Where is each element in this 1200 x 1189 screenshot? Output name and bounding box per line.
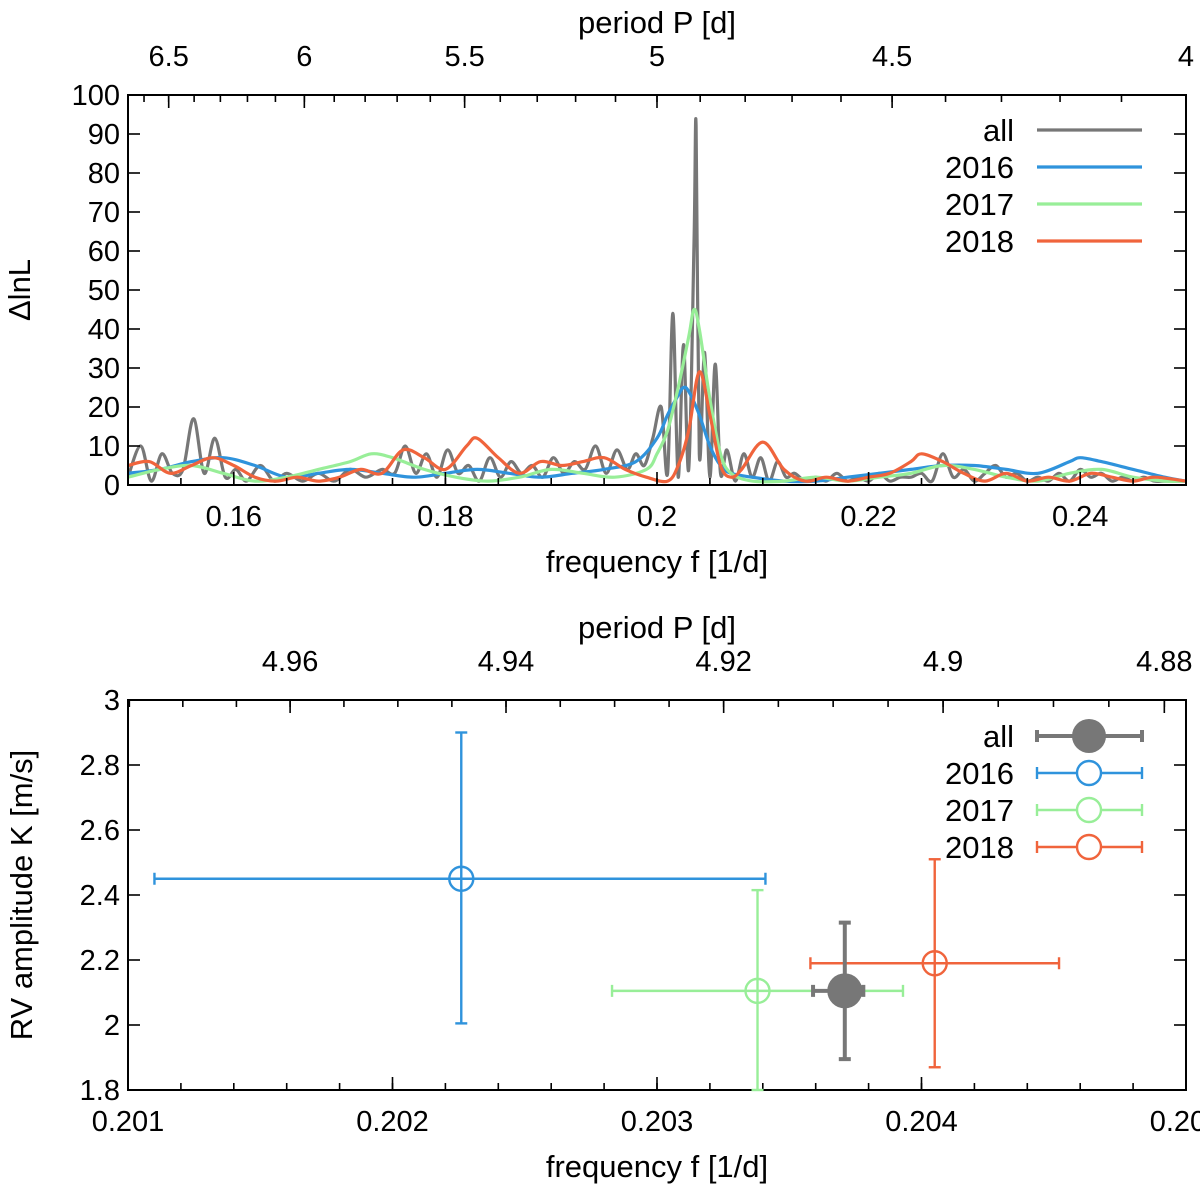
legend-label-all: all <box>983 113 1014 148</box>
y-tick-label: 2.6 <box>80 815 120 847</box>
y-tick-label: 40 <box>88 314 120 346</box>
x2-tick-label: 4.94 <box>478 646 534 678</box>
legend-label-all: all <box>983 719 1014 754</box>
periodogram-x2-axis-label: period P [d] <box>578 5 736 40</box>
x-tick-label: 0.24 <box>1052 501 1108 533</box>
y-tick-label: 50 <box>88 275 120 307</box>
periodogram-x-axis-label: frequency f [1/d] <box>546 544 768 579</box>
y-tick-label: 2.2 <box>80 945 120 977</box>
y-tick-label: 3 <box>104 685 120 717</box>
x-tick-label: 0.203 <box>621 1106 694 1138</box>
y-tick-label: 100 <box>72 80 120 112</box>
marker-open <box>744 977 771 1005</box>
x2-tick-label: 4.9 <box>923 646 963 678</box>
legend-entry-2018: 2018 <box>945 830 1144 865</box>
periodogram-frame <box>127 94 1187 486</box>
amplitude-ticks: 1.8 2 2.2 2.4 2.6 2.8 3 0.201 0.202 0.203 0.204 0.2… <box>80 646 1200 1138</box>
amplitude-y-axis-label: RV amplitude K [m/s] <box>4 750 39 1041</box>
series-line-2016 <box>128 385 1186 484</box>
y-tick-label: 2.8 <box>80 750 120 782</box>
periodogram-panel: 0 10 20 30 40 50 60 70 80 90 100 0.16 0.18 0.2 0.22 0.2… <box>2 5 1194 579</box>
y-tick-label: 0 <box>104 470 120 502</box>
periodogram-ticks: 0 10 20 30 40 50 60 70 80 90 100 0.16 0.18 0.2 0.22 0.2… <box>72 41 1194 533</box>
x2-tick-label: 4.96 <box>262 646 318 678</box>
periodogram-series <box>128 117 1186 484</box>
legend-label-2016: 2016 <box>945 150 1014 185</box>
y-tick-label: 2.4 <box>80 880 120 912</box>
x2-tick-label: 6.5 <box>149 41 189 73</box>
x2-tick-label: 5.5 <box>444 41 484 73</box>
data-point-all <box>811 920 866 1062</box>
legend-label-2018: 2018 <box>945 830 1014 865</box>
series-line-all <box>128 117 1186 484</box>
x-tick-label: 0.204 <box>885 1106 958 1138</box>
series-line-2017 <box>128 307 1186 484</box>
x2-tick-label: 4 <box>1178 41 1194 73</box>
x-tick-label: 0.205 <box>1150 1106 1200 1138</box>
x2-tick-label: 6 <box>296 41 312 73</box>
amplitude-points <box>153 731 1061 1092</box>
x-tick-label: 0.18 <box>417 501 473 533</box>
legend-marker <box>1072 719 1106 753</box>
x-tick-label: 0.2 <box>637 501 677 533</box>
legend-entry-all: all <box>983 719 1144 754</box>
x2-tick-label: 4.88 <box>1136 646 1192 678</box>
y-tick-label: 60 <box>88 236 120 268</box>
legend-marker <box>1075 796 1103 824</box>
data-point-2016 <box>153 731 767 1025</box>
amplitude-frame <box>127 699 1187 1091</box>
legend-label-2017: 2017 <box>945 793 1014 828</box>
data-point-2018 <box>809 858 1061 1069</box>
y-tick-label: 30 <box>88 353 120 385</box>
legend-marker <box>1075 759 1103 787</box>
y-tick-label: 90 <box>88 119 120 151</box>
y-tick-label: 80 <box>88 158 120 190</box>
y-tick-label: 2 <box>104 1010 120 1042</box>
series-line-2018 <box>128 370 1186 484</box>
amplitude-x-axis-label: frequency f [1/d] <box>546 1149 768 1184</box>
amplitude-panel: 1.8 2 2.2 2.4 2.6 2.8 3 0.201 0.202 0.203 0.204 0.2… <box>4 610 1200 1184</box>
y-tick-label: 20 <box>88 392 120 424</box>
x2-tick-label: 4.92 <box>695 646 751 678</box>
periodogram-y-axis-label: ΔlnL <box>2 259 37 321</box>
x-tick-label: 0.22 <box>840 501 896 533</box>
marker-filled <box>827 973 863 1009</box>
legend-label-2016: 2016 <box>945 756 1014 791</box>
legend-entry-2017: 2017 <box>945 793 1144 828</box>
y-tick-label: 70 <box>88 197 120 229</box>
y-tick-label: 10 <box>88 431 120 463</box>
x-tick-label: 0.201 <box>92 1106 165 1138</box>
marker-open <box>448 865 475 892</box>
x-tick-label: 0.16 <box>206 501 262 533</box>
legend-label-2017: 2017 <box>945 187 1014 222</box>
y-tick-label: 1.8 <box>80 1075 120 1107</box>
legend-label-2018: 2018 <box>945 224 1014 259</box>
x2-tick-label: 5 <box>649 41 665 73</box>
legend-marker <box>1075 833 1103 861</box>
x-tick-label: 0.202 <box>356 1106 429 1138</box>
marker-open <box>921 950 948 977</box>
legend-entry-2016: 2016 <box>945 756 1144 791</box>
amplitude-x2-axis-label: period P [d] <box>578 610 736 645</box>
x2-tick-label: 4.5 <box>872 41 912 73</box>
